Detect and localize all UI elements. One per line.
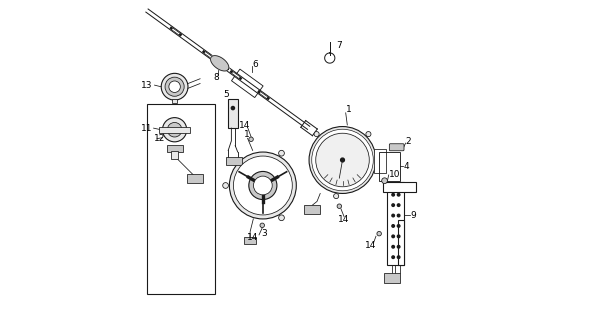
Circle shape (392, 204, 395, 206)
Bar (171, 151, 178, 159)
Circle shape (165, 77, 184, 96)
Circle shape (249, 137, 253, 141)
Circle shape (392, 245, 395, 248)
Text: 12: 12 (153, 134, 165, 143)
Text: 7: 7 (337, 41, 342, 51)
Circle shape (223, 183, 228, 188)
Text: 14: 14 (247, 233, 258, 242)
Circle shape (311, 129, 373, 191)
Circle shape (397, 225, 400, 227)
Circle shape (392, 256, 395, 259)
Circle shape (229, 152, 297, 219)
Text: 3: 3 (262, 229, 267, 238)
Circle shape (316, 133, 369, 187)
Text: 4: 4 (403, 162, 409, 171)
Circle shape (279, 150, 285, 156)
Circle shape (377, 231, 382, 236)
Bar (384, 273, 400, 283)
Circle shape (279, 215, 285, 220)
Text: 10: 10 (389, 170, 401, 179)
Circle shape (392, 225, 395, 227)
Circle shape (397, 245, 400, 248)
Circle shape (260, 223, 264, 228)
Circle shape (169, 81, 180, 92)
Text: 2: 2 (405, 137, 411, 146)
Bar (226, 157, 241, 165)
Polygon shape (211, 56, 229, 71)
Bar (147, 104, 215, 294)
Bar (228, 100, 238, 128)
Text: 5: 5 (223, 90, 229, 99)
FancyBboxPatch shape (167, 145, 183, 152)
Circle shape (392, 235, 395, 238)
Circle shape (341, 158, 344, 162)
Circle shape (392, 194, 395, 196)
Bar (387, 182, 404, 265)
Circle shape (337, 204, 341, 208)
Circle shape (334, 194, 338, 199)
Text: 8: 8 (213, 73, 219, 82)
Bar (187, 174, 203, 183)
Text: 9: 9 (410, 211, 416, 220)
Bar (244, 237, 256, 244)
Text: 1: 1 (244, 130, 250, 139)
Text: 11: 11 (141, 124, 152, 132)
Bar (173, 99, 177, 103)
Bar (383, 182, 416, 192)
Circle shape (397, 235, 400, 238)
Circle shape (162, 118, 187, 142)
Bar (304, 205, 320, 214)
Circle shape (231, 107, 234, 110)
Circle shape (249, 172, 277, 200)
Circle shape (366, 132, 371, 137)
Text: 6: 6 (252, 60, 258, 69)
Bar (159, 127, 190, 132)
Circle shape (167, 123, 182, 137)
Text: 14: 14 (337, 215, 349, 224)
Text: 1: 1 (346, 105, 352, 114)
Circle shape (382, 178, 388, 184)
Text: 13: 13 (141, 81, 153, 90)
Circle shape (309, 126, 376, 194)
Circle shape (314, 132, 319, 137)
Text: 14: 14 (365, 241, 376, 250)
Circle shape (397, 256, 400, 259)
Circle shape (234, 156, 292, 215)
Circle shape (253, 176, 272, 195)
Bar (379, 152, 400, 181)
FancyBboxPatch shape (389, 144, 404, 151)
Circle shape (397, 194, 400, 196)
Text: 14: 14 (239, 121, 250, 131)
Bar (398, 220, 404, 265)
Circle shape (397, 204, 400, 206)
Circle shape (392, 214, 395, 217)
Bar (374, 149, 386, 173)
Circle shape (161, 73, 188, 100)
Circle shape (397, 214, 400, 217)
